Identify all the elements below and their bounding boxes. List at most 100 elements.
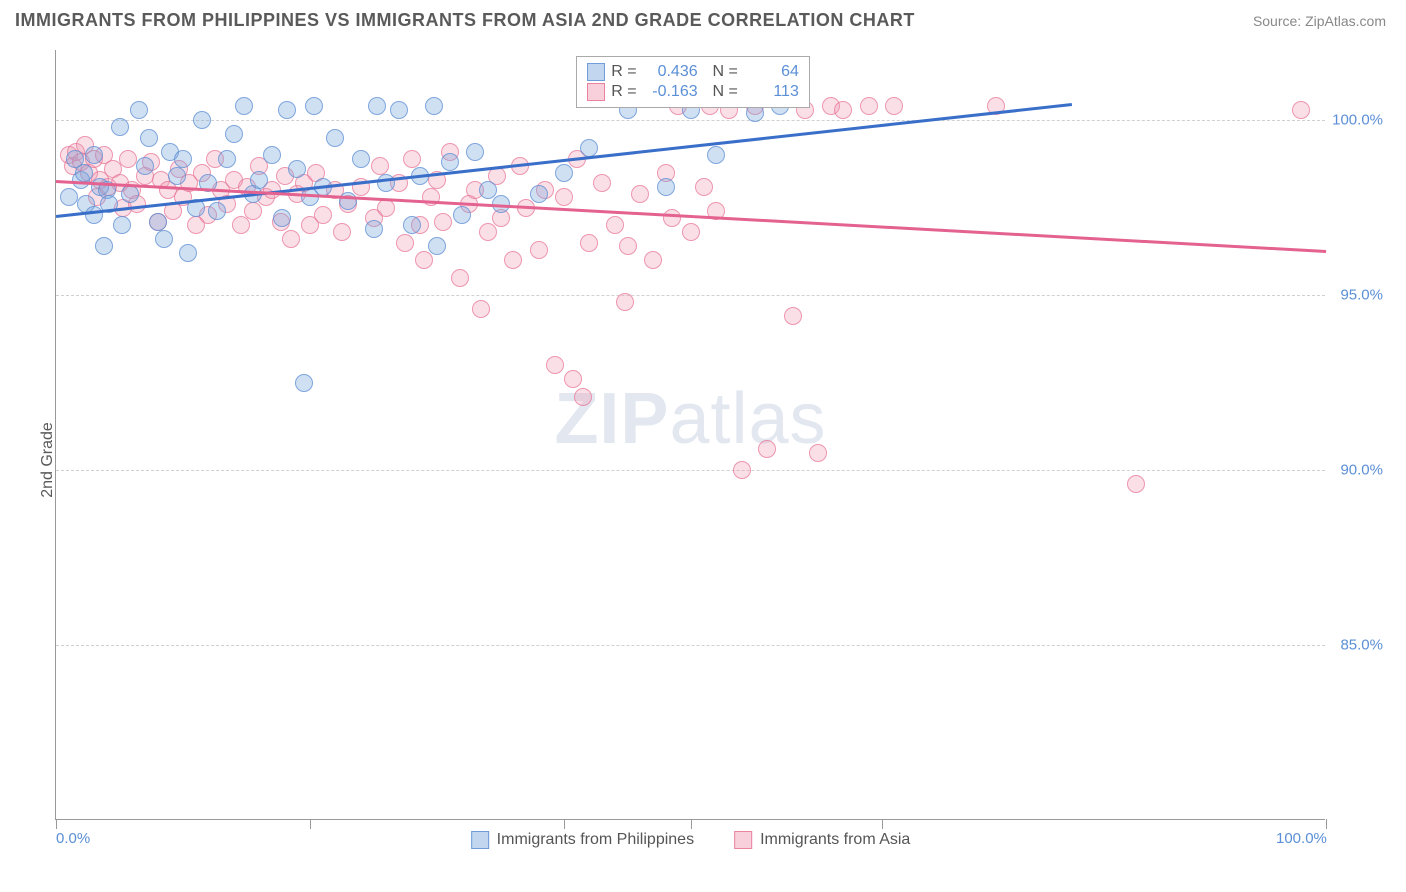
- data-point: [174, 150, 192, 168]
- data-point: [555, 164, 573, 182]
- data-point: [860, 97, 878, 115]
- data-point: [1127, 475, 1145, 493]
- y-tick-label: 90.0%: [1340, 462, 1383, 479]
- legend-swatch: [587, 83, 605, 101]
- stat-n-value: 64: [744, 63, 799, 81]
- data-point: [282, 230, 300, 248]
- data-point: [758, 440, 776, 458]
- data-point: [580, 139, 598, 157]
- data-point: [288, 160, 306, 178]
- legend-swatch: [734, 831, 752, 849]
- data-point: [339, 192, 357, 210]
- stats-box: R = 0.436 N = 64 R = -0.163 N = 113: [576, 56, 810, 108]
- x-tick-label: 100.0%: [1276, 830, 1327, 847]
- data-point: [695, 178, 713, 196]
- data-point: [479, 223, 497, 241]
- data-point: [193, 111, 211, 129]
- stat-n-label: N =: [704, 63, 738, 81]
- x-tick: [564, 819, 565, 829]
- data-point: [179, 244, 197, 262]
- data-point: [657, 178, 675, 196]
- data-point: [60, 188, 78, 206]
- data-point: [428, 237, 446, 255]
- data-point: [663, 209, 681, 227]
- data-point: [441, 153, 459, 171]
- data-point: [396, 234, 414, 252]
- data-point: [530, 185, 548, 203]
- data-point: [834, 101, 852, 119]
- data-point: [273, 209, 291, 227]
- data-point: [136, 157, 154, 175]
- data-point: [593, 174, 611, 192]
- data-point: [326, 129, 344, 147]
- data-point: [168, 167, 186, 185]
- data-point: [130, 101, 148, 119]
- data-point: [155, 230, 173, 248]
- data-point: [333, 223, 351, 241]
- data-point: [295, 374, 313, 392]
- data-point: [278, 101, 296, 119]
- data-point: [564, 370, 582, 388]
- x-tick: [56, 819, 57, 829]
- data-point: [619, 237, 637, 255]
- data-point: [314, 206, 332, 224]
- x-tick: [1326, 819, 1327, 829]
- data-point: [111, 118, 129, 136]
- data-point: [377, 199, 395, 217]
- data-point: [425, 97, 443, 115]
- legend-swatch: [587, 63, 605, 81]
- legend-swatch: [471, 831, 489, 849]
- data-point: [434, 213, 452, 231]
- stat-r-value: -0.163: [643, 83, 698, 101]
- data-point: [472, 300, 490, 318]
- stat-r-value: 0.436: [643, 63, 698, 81]
- legend-item: Immigrants from Philippines: [471, 831, 694, 849]
- data-point: [733, 461, 751, 479]
- x-tick-label: 0.0%: [56, 830, 90, 847]
- data-point: [95, 237, 113, 255]
- data-point: [377, 174, 395, 192]
- data-point: [218, 150, 236, 168]
- data-point: [149, 213, 167, 231]
- data-point: [504, 251, 522, 269]
- data-point: [250, 171, 268, 189]
- y-tick-label: 100.0%: [1332, 112, 1383, 129]
- plot-area: ZIPatlas 85.0%90.0%95.0%100.0%0.0%100.0%…: [55, 50, 1325, 820]
- stats-row: R = -0.163 N = 113: [587, 83, 799, 101]
- data-point: [85, 146, 103, 164]
- data-point: [1292, 101, 1310, 119]
- y-tick-label: 85.0%: [1340, 637, 1383, 654]
- data-point: [631, 185, 649, 203]
- data-point: [784, 307, 802, 325]
- data-point: [580, 234, 598, 252]
- data-point: [809, 444, 827, 462]
- data-point: [403, 150, 421, 168]
- data-point: [225, 125, 243, 143]
- data-point: [140, 129, 158, 147]
- x-tick: [691, 819, 692, 829]
- data-point: [403, 216, 421, 234]
- stat-n-value: 113: [744, 83, 799, 101]
- gridline: [56, 645, 1325, 646]
- chart-container: 2nd Grade ZIPatlas 85.0%90.0%95.0%100.0%…: [15, 40, 1391, 880]
- data-point: [574, 388, 592, 406]
- source-label: Source: ZipAtlas.com: [1253, 13, 1386, 29]
- x-tick: [310, 819, 311, 829]
- data-point: [305, 97, 323, 115]
- data-point: [466, 143, 484, 161]
- legend-label: Immigrants from Asia: [760, 831, 910, 849]
- data-point: [707, 146, 725, 164]
- data-point: [368, 97, 386, 115]
- data-point: [682, 223, 700, 241]
- data-point: [75, 164, 93, 182]
- gridline: [56, 120, 1325, 121]
- data-point: [371, 157, 389, 175]
- chart-title: IMMIGRANTS FROM PHILIPPINES VS IMMIGRANT…: [15, 10, 915, 31]
- data-point: [555, 188, 573, 206]
- data-point: [365, 220, 383, 238]
- data-point: [121, 185, 139, 203]
- data-point: [546, 356, 564, 374]
- stats-row: R = 0.436 N = 64: [587, 63, 799, 81]
- data-point: [451, 269, 469, 287]
- watermark: ZIPatlas: [554, 378, 826, 460]
